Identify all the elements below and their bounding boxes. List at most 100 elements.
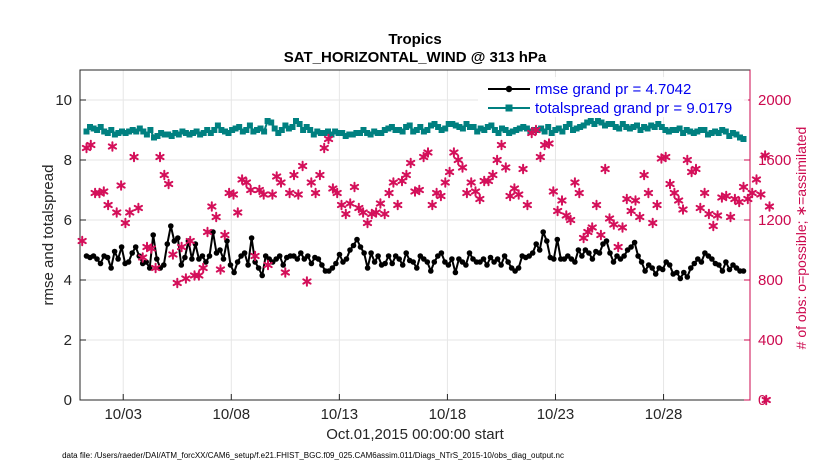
rmse-point [723,259,729,265]
spread-point [175,131,182,138]
asterisk-stroke [302,278,312,285]
spread-point [403,124,410,130]
spread-point [339,130,346,136]
rmse-point [652,271,659,277]
spread-point [310,131,317,138]
obs-point [734,196,744,208]
spread-point [598,119,605,126]
spread-point [410,128,417,135]
obs-point [241,177,252,188]
rmse-point [449,256,455,262]
obs-point [682,154,692,166]
obs-point [384,187,394,199]
y-left-tick-label: 10 [55,92,72,109]
asterisk-stroke [116,182,126,189]
spread-point [634,122,640,129]
asterisk-stroke [207,203,217,210]
obs-point [617,222,628,233]
obs-point [462,187,472,199]
obs-point [285,187,295,199]
obs-point [276,177,286,188]
rmse-point [108,265,114,271]
asterisk-stroke [202,228,213,236]
rmse-point [424,259,431,265]
rmse-point [104,254,111,261]
rmse-point [438,250,445,256]
spread-point [140,128,147,135]
spread-point [342,133,349,139]
asterisk-stroke [730,195,740,203]
spread-point [580,122,587,129]
obs-point [280,267,290,278]
rmse-point [371,259,378,265]
spread-point [616,125,623,132]
spread-point [442,125,449,132]
x-tick-label: 10/18 [429,406,467,423]
spread-point [133,128,140,135]
obs-point [77,235,87,247]
spread-point [385,125,392,132]
spread-point [538,125,545,132]
asterisk-stroke [419,153,429,161]
spread-point [445,121,452,127]
asterisk-stroke [375,200,386,207]
obs-point [315,169,325,181]
rmse-point [385,253,392,259]
rmse-point [684,274,691,280]
obs-point [721,190,731,202]
asterisk-stroke [293,191,303,198]
rmse-point [305,253,311,259]
spread-point [655,121,662,127]
rmse-point [336,251,343,258]
asterisk-stroke [462,189,472,197]
spread-point [168,133,175,139]
obs-point [358,207,368,218]
asterisk-stroke [760,152,770,159]
spread-point [577,124,584,130]
spread-point [665,128,672,135]
obs-point [756,189,766,200]
rmse-point [498,262,504,268]
rmse-point [607,250,613,256]
spread-point [147,127,154,133]
spread-point [662,127,669,133]
spread-point [637,127,644,133]
chart-title: Tropics [388,31,441,48]
rmse-point [487,254,494,261]
rmse-point [396,256,403,262]
asterisk-stroke [276,179,286,186]
x-tick-label: 10/03 [104,406,142,423]
asterisk-stroke [371,209,381,216]
rmse-point [189,256,195,262]
rmse-point [319,262,325,268]
asterisk-stroke [700,189,710,197]
obs-point [457,162,468,173]
obs-point [704,208,714,220]
asterisk-stroke [362,219,373,227]
spread-point [722,128,729,135]
spread-point [506,130,513,136]
spread-point [278,127,285,133]
rmse-point [125,259,132,265]
asterisk-stroke [669,189,679,197]
spread-point [317,130,324,136]
rmse-point [308,260,315,267]
asterisk-stroke [358,209,368,216]
y-left-tick-label: 4 [64,272,72,289]
obs-point [176,241,187,253]
rmse-point [143,259,149,265]
spread-point [516,125,523,132]
asterisk-stroke [609,221,619,228]
obs-point [246,184,256,196]
spread-point [246,122,253,129]
rmse-point [642,268,648,274]
asterisk-stroke [695,204,705,212]
rmse-point [445,262,452,268]
spread-point [474,128,481,135]
obs-point [233,207,243,218]
obs-point [514,189,524,200]
spread-point [559,128,566,135]
asterisk-stroke [600,165,610,173]
spread-point [111,131,118,138]
obs-point [185,235,195,247]
